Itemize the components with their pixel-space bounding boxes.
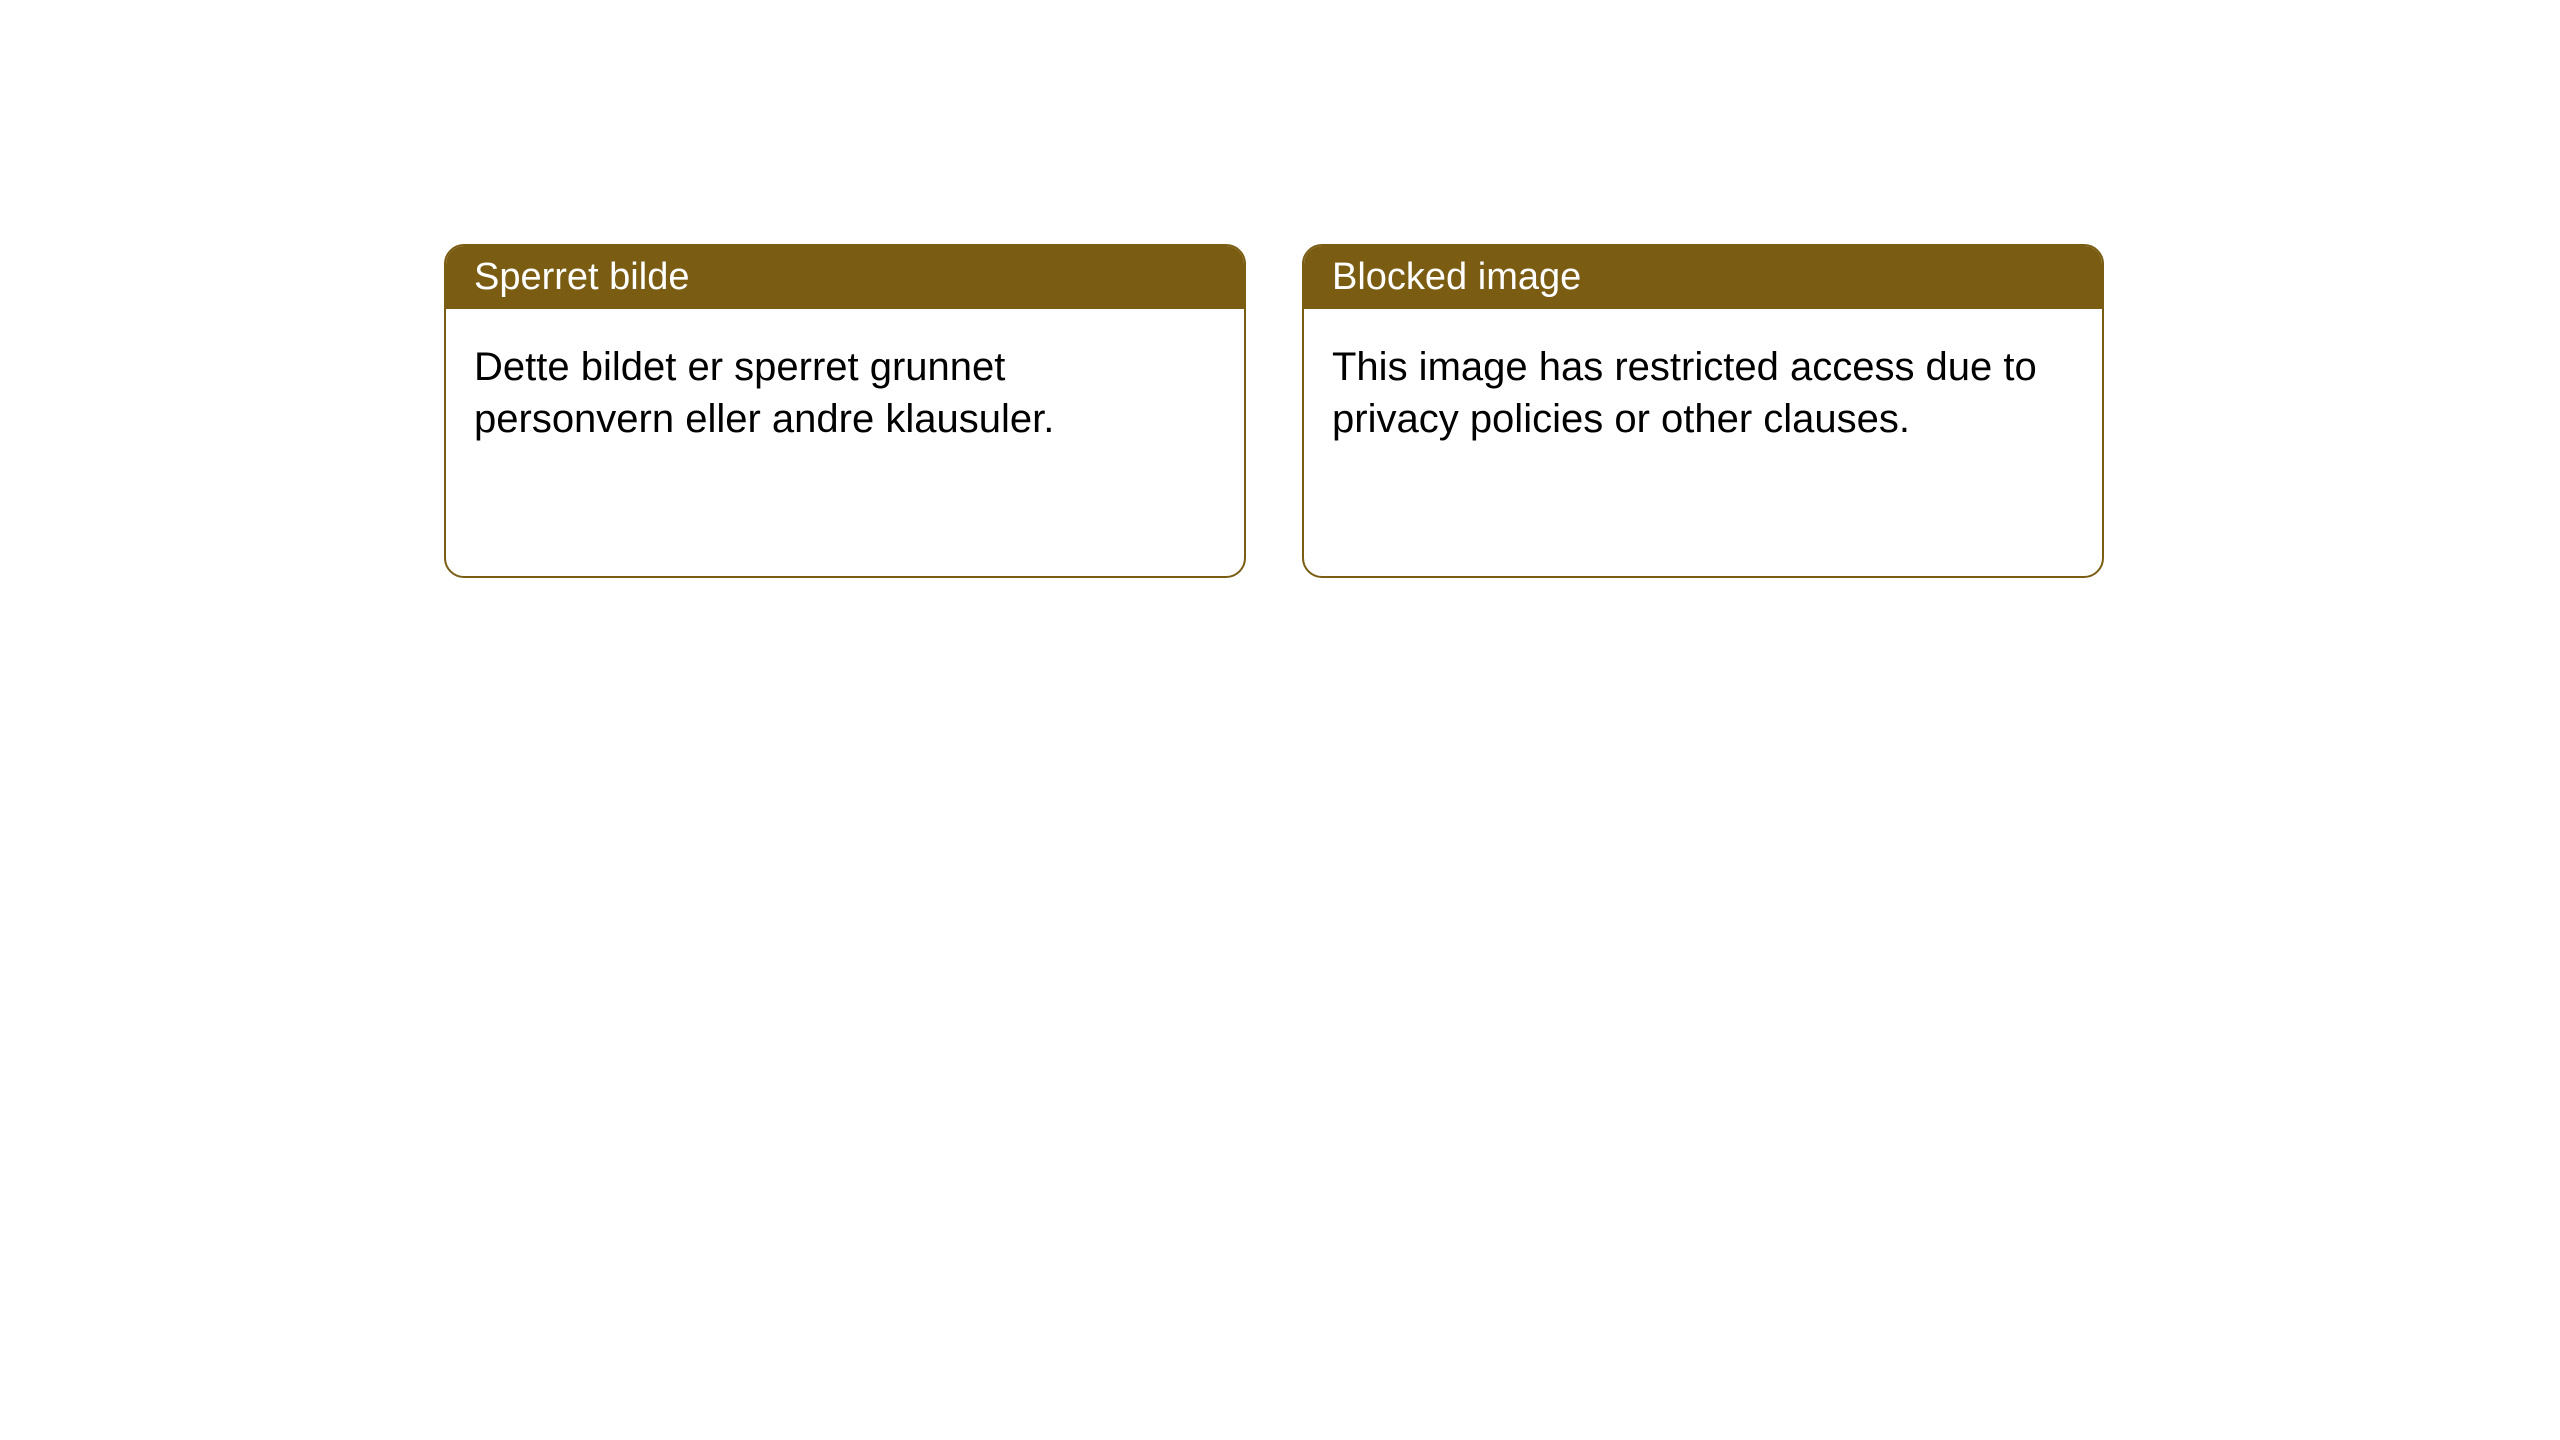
notice-box-norwegian: Sperret bilde Dette bildet er sperret gr…	[444, 244, 1246, 578]
notice-header: Sperret bilde	[446, 246, 1244, 309]
notice-box-english: Blocked image This image has restricted …	[1302, 244, 2104, 578]
notice-title: Sperret bilde	[474, 256, 689, 298]
notice-body-text: Dette bildet er sperret grunnet personve…	[474, 345, 1054, 441]
notice-header: Blocked image	[1304, 246, 2102, 309]
notice-container: Sperret bilde Dette bildet er sperret gr…	[444, 244, 2104, 578]
notice-body: Dette bildet er sperret grunnet personve…	[446, 309, 1244, 477]
notice-body: This image has restricted access due to …	[1304, 309, 2102, 477]
notice-title: Blocked image	[1332, 256, 1581, 298]
notice-body-text: This image has restricted access due to …	[1332, 345, 2037, 441]
